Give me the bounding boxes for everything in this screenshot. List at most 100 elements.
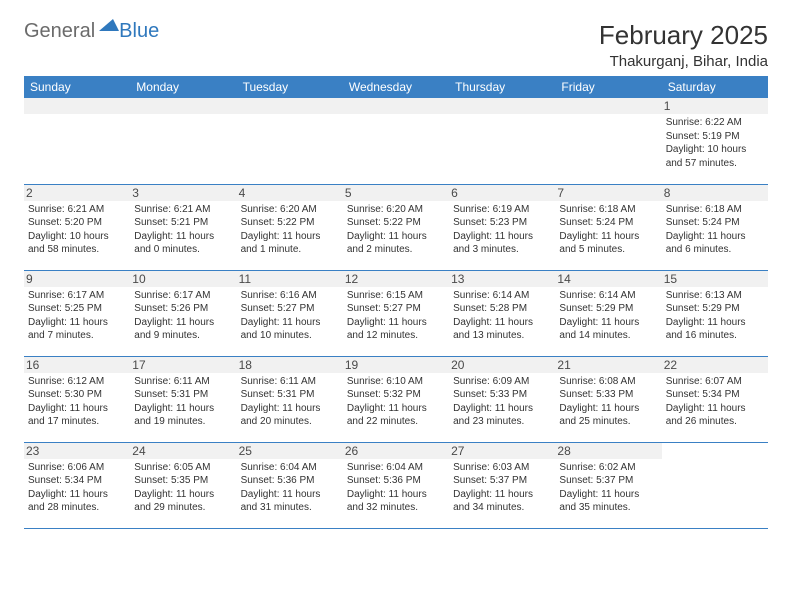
- day-details: Sunrise: 6:12 AMSunset: 5:30 PMDaylight:…: [28, 375, 126, 429]
- day-details: Sunrise: 6:09 AMSunset: 5:33 PMDaylight:…: [453, 375, 551, 429]
- day-details: Sunrise: 6:08 AMSunset: 5:33 PMDaylight:…: [559, 375, 657, 429]
- day-details: Sunrise: 6:17 AMSunset: 5:26 PMDaylight:…: [134, 289, 232, 343]
- calendar-cell: [130, 98, 236, 184]
- day-number: 24: [130, 443, 236, 459]
- day-number-empty: [130, 98, 236, 114]
- day-details: Sunrise: 6:19 AMSunset: 5:23 PMDaylight:…: [453, 203, 551, 257]
- calendar-cell: 26 Sunrise: 6:04 AMSunset: 5:36 PMDayligh…: [343, 442, 449, 528]
- day-number: 20: [449, 357, 555, 373]
- day-details: Sunrise: 6:05 AMSunset: 5:35 PMDaylight:…: [134, 461, 232, 515]
- calendar-cell: [449, 98, 555, 184]
- calendar-cell: 5 Sunrise: 6:20 AMSunset: 5:22 PMDaylight…: [343, 184, 449, 270]
- day-details: Sunrise: 6:18 AMSunset: 5:24 PMDaylight:…: [666, 203, 764, 257]
- weekday-header: Wednesday: [343, 76, 449, 98]
- calendar-cell: 13 Sunrise: 6:14 AMSunset: 5:28 PMDayligh…: [449, 270, 555, 356]
- calendar-cell: 16 Sunrise: 6:12 AMSunset: 5:30 PMDayligh…: [24, 356, 130, 442]
- calendar-cell: 17Sunrise: 6:11 AMSunset: 5:31 PMDayligh…: [130, 356, 236, 442]
- day-number: 10: [130, 271, 236, 287]
- day-number: 26: [343, 443, 449, 459]
- calendar-cell: 1 Sunrise: 6:22 AMSunset: 5:19 PMDaylight…: [662, 98, 768, 184]
- day-number: 4: [237, 185, 343, 201]
- page-title: February 2025: [599, 20, 768, 51]
- calendar-cell: 15Sunrise: 6:13 AMSunset: 5:29 PMDayligh…: [662, 270, 768, 356]
- day-details: Sunrise: 6:16 AMSunset: 5:27 PMDaylight:…: [241, 289, 339, 343]
- day-number-empty: [555, 98, 661, 114]
- calendar-cell: 18Sunrise: 6:11 AMSunset: 5:31 PMDayligh…: [237, 356, 343, 442]
- calendar-cell: 10 Sunrise: 6:17 AMSunset: 5:26 PMDayligh…: [130, 270, 236, 356]
- day-number: 13: [449, 271, 555, 287]
- day-details: Sunrise: 6:20 AMSunset: 5:22 PMDaylight:…: [347, 203, 445, 257]
- calendar-cell: 21Sunrise: 6:08 AMSunset: 5:33 PMDayligh…: [555, 356, 661, 442]
- calendar-cell: 6 Sunrise: 6:19 AMSunset: 5:23 PMDaylight…: [449, 184, 555, 270]
- calendar-cell: 2Sunrise: 6:21 AMSunset: 5:20 PMDaylight…: [24, 184, 130, 270]
- calendar-cell: [662, 442, 768, 528]
- calendar-table: SundayMondayTuesdayWednesdayThursdayFrid…: [24, 76, 768, 529]
- weekday-header: Thursday: [449, 76, 555, 98]
- calendar-cell: 22 Sunrise: 6:07 AMSunset: 5:34 PMDayligh…: [662, 356, 768, 442]
- calendar-cell: 11 Sunrise: 6:16 AMSunset: 5:27 PMDayligh…: [237, 270, 343, 356]
- calendar-cell: 20 Sunrise: 6:09 AMSunset: 5:33 PMDayligh…: [449, 356, 555, 442]
- day-details: Sunrise: 6:04 AMSunset: 5:36 PMDaylight:…: [241, 461, 339, 515]
- calendar-cell: [237, 98, 343, 184]
- calendar-cell: 19 Sunrise: 6:10 AMSunset: 5:32 PMDayligh…: [343, 356, 449, 442]
- day-details: Sunrise: 6:07 AMSunset: 5:34 PMDaylight:…: [666, 375, 764, 429]
- day-number: 22: [662, 357, 768, 373]
- day-number: 5: [343, 185, 449, 201]
- day-number-empty: [449, 98, 555, 114]
- day-number-empty: [24, 98, 130, 114]
- day-details: Sunrise: 6:15 AMSunset: 5:27 PMDaylight:…: [347, 289, 445, 343]
- day-number-empty: [343, 98, 449, 114]
- day-details: Sunrise: 6:14 AMSunset: 5:28 PMDaylight:…: [453, 289, 551, 343]
- day-details: Sunrise: 6:10 AMSunset: 5:32 PMDaylight:…: [347, 375, 445, 429]
- day-details: Sunrise: 6:06 AMSunset: 5:34 PMDaylight:…: [28, 461, 126, 515]
- logo-triangle-icon: [99, 17, 119, 38]
- day-number: 27: [449, 443, 555, 459]
- calendar-cell: 24 Sunrise: 6:05 AMSunset: 5:35 PMDayligh…: [130, 442, 236, 528]
- day-details: Sunrise: 6:03 AMSunset: 5:37 PMDaylight:…: [453, 461, 551, 515]
- calendar-row: 1 Sunrise: 6:22 AMSunset: 5:19 PMDaylight…: [24, 98, 768, 184]
- calendar-cell: [555, 98, 661, 184]
- day-number: 15: [662, 271, 768, 287]
- day-number: 16: [24, 357, 130, 373]
- weekday-header: Sunday: [24, 76, 130, 98]
- day-number: 28: [555, 443, 661, 459]
- day-number: 3: [130, 185, 236, 201]
- weekday-header-row: SundayMondayTuesdayWednesdayThursdayFrid…: [24, 76, 768, 98]
- day-details: Sunrise: 6:22 AMSunset: 5:19 PMDaylight:…: [666, 116, 764, 170]
- day-details: Sunrise: 6:20 AMSunset: 5:22 PMDaylight:…: [241, 203, 339, 257]
- logo-text-blue: Blue: [119, 20, 159, 43]
- day-number: 23: [24, 443, 130, 459]
- calendar-row: 9Sunrise: 6:17 AMSunset: 5:25 PMDaylight…: [24, 270, 768, 356]
- weekday-header: Saturday: [662, 76, 768, 98]
- day-number: 6: [449, 185, 555, 201]
- day-number: 7: [555, 185, 661, 201]
- day-number: 14: [555, 271, 661, 287]
- day-number: 11: [237, 271, 343, 287]
- calendar-cell: 12 Sunrise: 6:15 AMSunset: 5:27 PMDayligh…: [343, 270, 449, 356]
- calendar-row: 2Sunrise: 6:21 AMSunset: 5:20 PMDaylight…: [24, 184, 768, 270]
- day-number: 12: [343, 271, 449, 287]
- day-number: 25: [237, 443, 343, 459]
- day-details: Sunrise: 6:11 AMSunset: 5:31 PMDaylight:…: [134, 375, 232, 429]
- calendar-cell: 9Sunrise: 6:17 AMSunset: 5:25 PMDaylight…: [24, 270, 130, 356]
- calendar-cell: 14 Sunrise: 6:14 AMSunset: 5:29 PMDayligh…: [555, 270, 661, 356]
- day-number: 1: [662, 98, 768, 114]
- day-details: Sunrise: 6:17 AMSunset: 5:25 PMDaylight:…: [28, 289, 126, 343]
- calendar-cell: 8 Sunrise: 6:18 AMSunset: 5:24 PMDaylight…: [662, 184, 768, 270]
- day-number: 8: [662, 185, 768, 201]
- title-block: February 2025 Thakurganj, Bihar, India: [599, 20, 768, 70]
- day-details: Sunrise: 6:14 AMSunset: 5:29 PMDaylight:…: [559, 289, 657, 343]
- calendar-cell: 3Sunrise: 6:21 AMSunset: 5:21 PMDaylight…: [130, 184, 236, 270]
- calendar-row: 16 Sunrise: 6:12 AMSunset: 5:30 PMDayligh…: [24, 356, 768, 442]
- weekday-header: Monday: [130, 76, 236, 98]
- calendar-cell: 4 Sunrise: 6:20 AMSunset: 5:22 PMDaylight…: [237, 184, 343, 270]
- weekday-header: Friday: [555, 76, 661, 98]
- day-number: 18: [237, 357, 343, 373]
- day-details: Sunrise: 6:18 AMSunset: 5:24 PMDaylight:…: [559, 203, 657, 257]
- day-details: Sunrise: 6:04 AMSunset: 5:36 PMDaylight:…: [347, 461, 445, 515]
- calendar-cell: 25 Sunrise: 6:04 AMSunset: 5:36 PMDayligh…: [237, 442, 343, 528]
- calendar-page: General Blue February 2025 Thakurganj, B…: [0, 0, 792, 549]
- header: General Blue February 2025 Thakurganj, B…: [24, 20, 768, 70]
- day-number: 19: [343, 357, 449, 373]
- calendar-row: 23 Sunrise: 6:06 AMSunset: 5:34 PMDayligh…: [24, 442, 768, 528]
